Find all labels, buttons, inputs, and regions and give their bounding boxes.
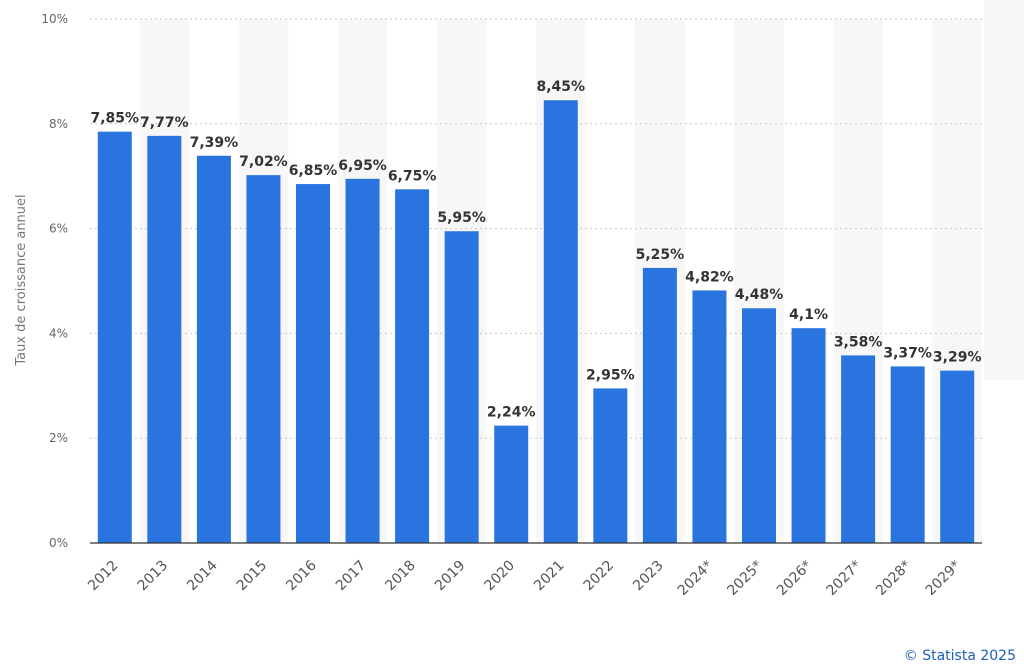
data-label: 5,25% [636, 247, 685, 263]
data-label: 8,45% [536, 79, 585, 95]
data-label: 7,77% [140, 115, 189, 131]
data-label: 7,02% [239, 154, 288, 170]
bar[interactable] [246, 175, 281, 544]
y-tick-label: 0% [49, 536, 68, 550]
bar[interactable] [841, 355, 876, 543]
gridlines [90, 18, 982, 439]
data-label: 7,39% [190, 135, 239, 151]
data-label: 6,75% [388, 168, 437, 184]
x-tick-label: 2021 [531, 558, 568, 595]
x-tick-label: 2022 [581, 558, 618, 595]
bar[interactable] [642, 267, 677, 543]
x-tick-label: 2029* [923, 558, 964, 599]
data-label: 6,85% [289, 163, 338, 179]
x-tick-label: 2013 [135, 558, 172, 595]
side-panel-edge [984, 0, 1024, 380]
y-tick-label: 4% [49, 326, 68, 340]
data-label: 2,95% [586, 367, 635, 383]
x-tick-label: 2027* [823, 558, 864, 599]
y-axis-ticks: 0% 2% 4% 6% 8% 10% [41, 12, 68, 550]
bar[interactable] [395, 189, 430, 544]
x-tick-label: 2016 [283, 557, 320, 594]
x-tick-label: 2028* [873, 558, 914, 599]
x-tick-label: 2014 [184, 557, 221, 594]
bar[interactable] [742, 308, 776, 543]
x-tick-label: 2020 [482, 558, 519, 595]
x-axis-ticks: 2012 2013 2014 2015 2016 2017 2018 2019 2020 2021… [85, 557, 964, 599]
bar[interactable] [345, 178, 380, 543]
y-tick-label: 6% [49, 222, 68, 236]
x-tick-label: 2024* [675, 558, 716, 599]
bar[interactable] [692, 290, 727, 543]
data-label: 7,85% [90, 111, 139, 127]
data-label: 5,95% [437, 210, 486, 226]
bar[interactable] [97, 131, 132, 543]
x-tick-label: 2023 [630, 558, 667, 595]
bar[interactable] [494, 425, 529, 543]
data-label: 4,1% [789, 307, 828, 323]
y-tick-label: 10% [41, 12, 68, 26]
x-tick-label: 2017 [333, 558, 370, 595]
x-tick-label: 2018 [382, 558, 419, 595]
x-tick-label: 2026* [774, 558, 815, 599]
y-tick-label: 8% [49, 117, 68, 131]
data-labels: 7,85% 7,77%7,39%7,02%6,85% 6,95%6,75% 5,95%… [90, 79, 981, 420]
bar[interactable] [444, 231, 479, 543]
x-tick-label: 2025* [724, 558, 765, 599]
x-tick-label: 2019 [432, 558, 469, 595]
data-label: 6,95% [338, 158, 387, 174]
statista-credit[interactable]: © Statista 2025 [903, 648, 1016, 664]
data-label: 4,82% [685, 269, 734, 285]
bar[interactable] [296, 184, 330, 543]
x-tick-label: 2015 [234, 558, 271, 595]
bar[interactable] [593, 388, 628, 543]
data-label: 3,37% [883, 345, 932, 361]
bar[interactable] [196, 155, 231, 543]
x-tick-label: 2012 [85, 558, 122, 595]
data-label: 3,29% [933, 350, 982, 366]
bar[interactable] [791, 328, 826, 543]
data-label: 2,24% [487, 405, 536, 421]
data-label: 3,58% [834, 334, 883, 350]
data-label: 4,48% [735, 287, 784, 303]
y-tick-label: 2% [49, 431, 68, 445]
bar[interactable] [890, 366, 925, 543]
bar[interactable] [543, 100, 578, 543]
bar[interactable] [940, 370, 975, 543]
bars [97, 100, 975, 544]
bar[interactable] [147, 135, 182, 544]
y-axis-label: Taux de croissance annuel [14, 194, 29, 366]
